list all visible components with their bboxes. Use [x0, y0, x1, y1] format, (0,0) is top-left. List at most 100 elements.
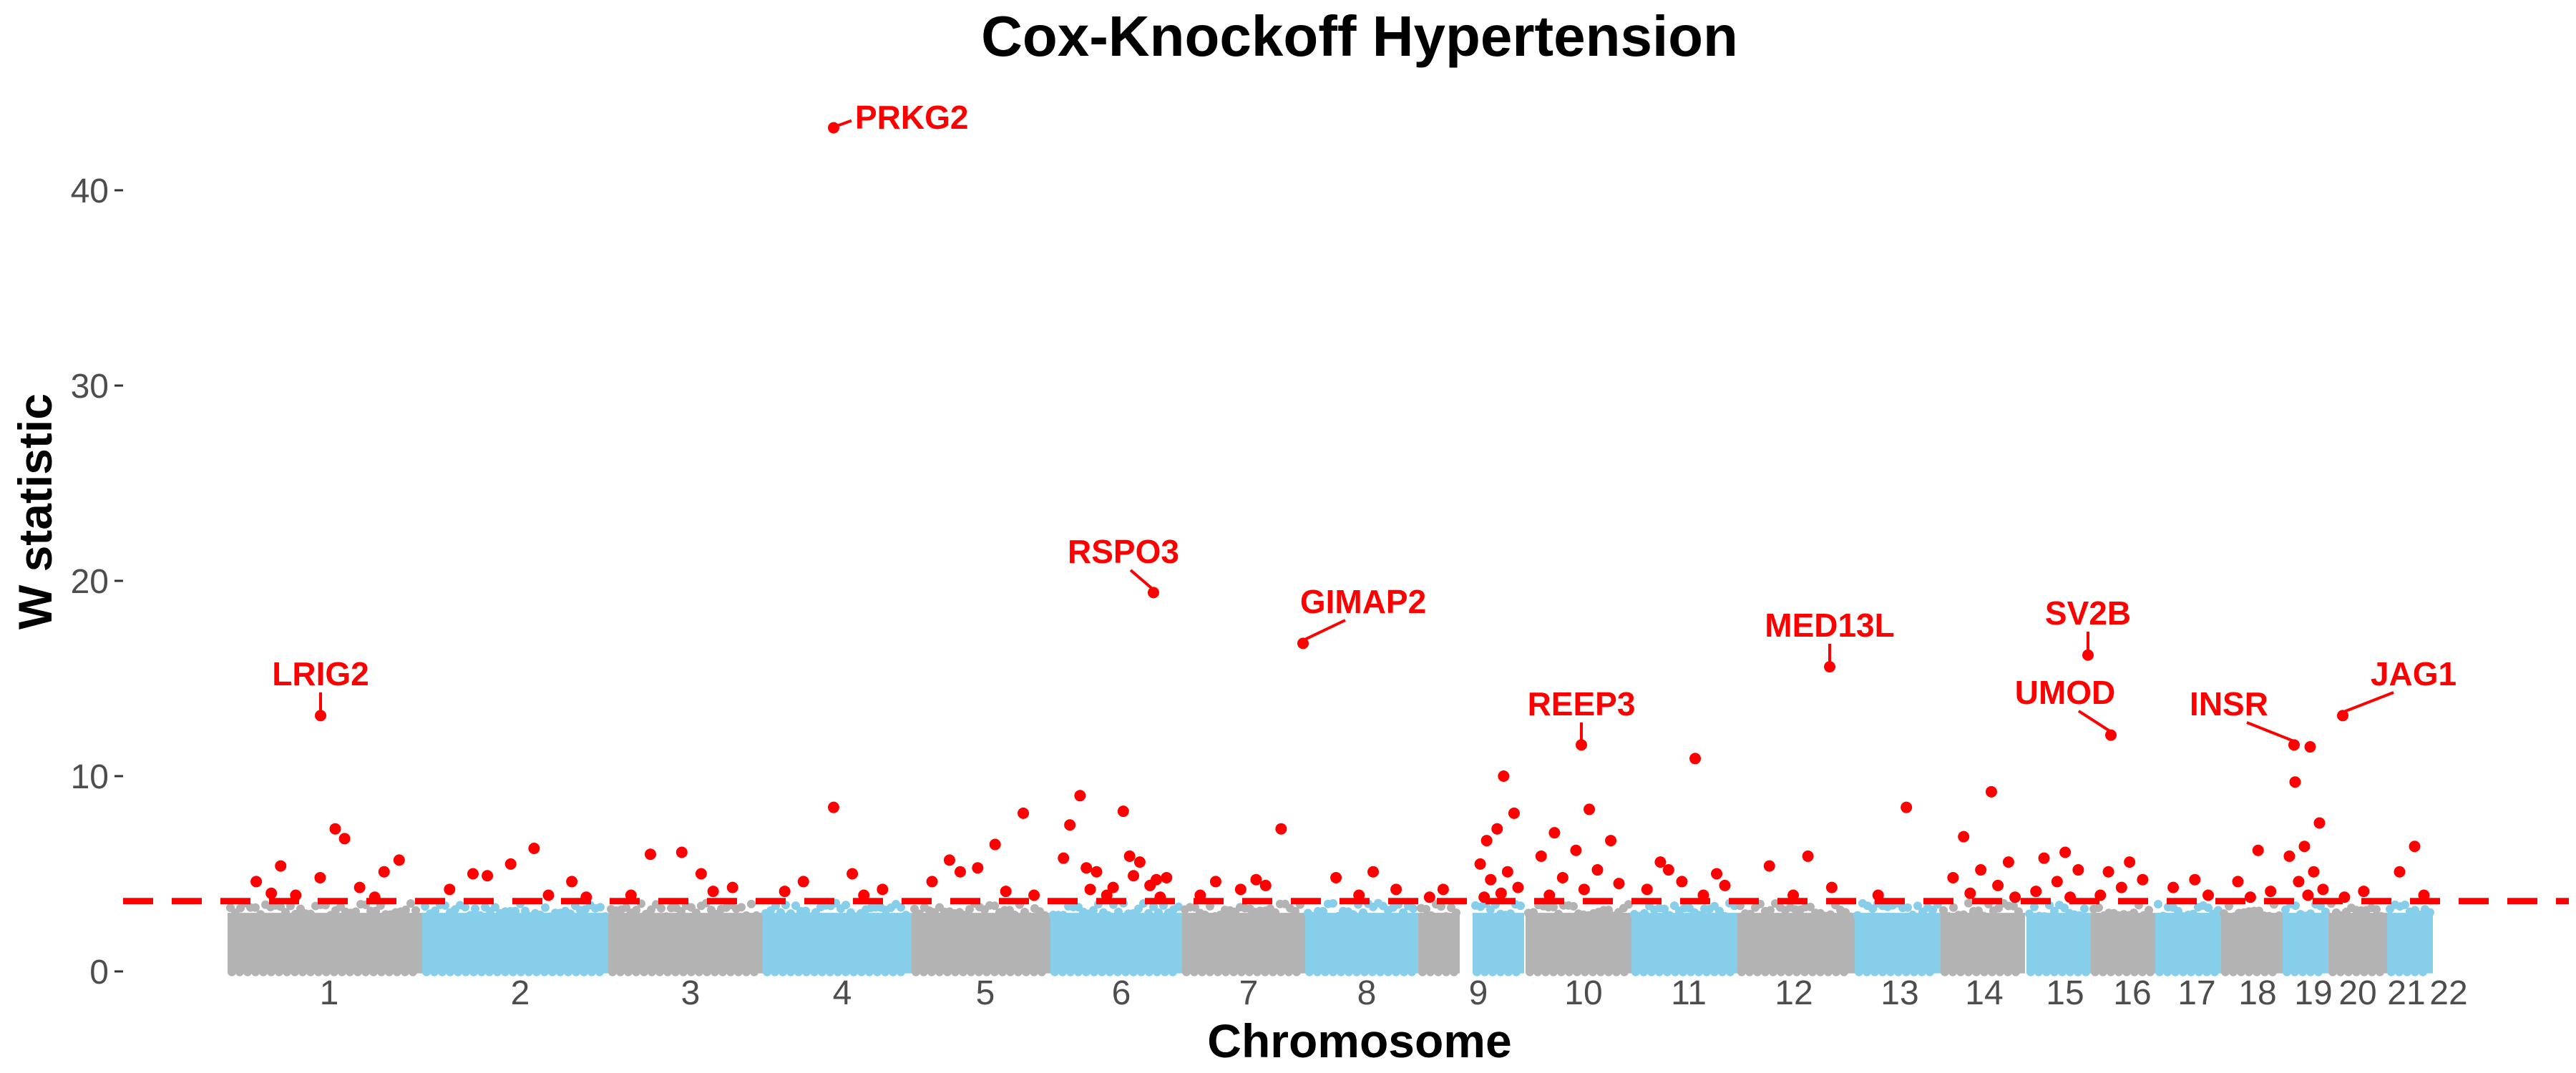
snp-point: [2080, 904, 2089, 913]
snp-point: [2009, 901, 2018, 911]
snp-point: [1442, 967, 1450, 976]
snp-point: [2352, 967, 2361, 976]
snp-point: [1059, 911, 1068, 920]
snp-point: [998, 967, 1007, 976]
snp-point: [1541, 967, 1550, 976]
band-body: [2221, 913, 2283, 974]
snp-point: [1926, 967, 1934, 976]
snp-point: [1988, 967, 1996, 976]
significant-point: [1437, 883, 1449, 896]
band-body: [1631, 913, 1737, 974]
snp-point: [548, 967, 557, 976]
snp-point: [943, 967, 952, 976]
snp-point: [1894, 967, 1903, 976]
snp-point: [1359, 908, 1367, 917]
snp-point: [385, 967, 394, 976]
y-tick-label: 0: [89, 954, 109, 991]
gene-annotation-rspo3: RSPO3: [1068, 533, 1179, 599]
snp-point: [1040, 911, 1049, 920]
significant-point: [1654, 856, 1667, 868]
snp-point: [1624, 900, 1633, 909]
band-body: [1855, 913, 1941, 974]
significant-point: [2302, 889, 2314, 901]
significant-point: [1613, 878, 1625, 890]
snp-point: [1612, 967, 1621, 976]
significant-point: [1591, 864, 1604, 876]
x-tick-label: 19: [2294, 974, 2332, 1012]
snp-point: [1908, 911, 1917, 920]
snp-point: [338, 967, 346, 976]
snp-point: [2268, 967, 2277, 976]
significant-point: [644, 848, 656, 861]
snp-point: [2229, 967, 2238, 976]
snp-point: [2114, 967, 2123, 976]
snp-point: [2074, 967, 2082, 976]
snp-point: [2372, 905, 2381, 914]
snp-point: [281, 908, 290, 917]
chromosome-band-8: [1304, 898, 1418, 976]
chromosome-band-18: [2154, 900, 2223, 976]
snp-point: [1427, 911, 1435, 920]
snp-point: [1554, 909, 1563, 918]
snp-point: [1769, 967, 1777, 976]
snp-point: [431, 906, 439, 916]
x-tick-label: 15: [2046, 974, 2084, 1012]
snp-point: [322, 967, 331, 976]
significant-point: [1605, 835, 1617, 847]
significant-point: [726, 881, 738, 893]
y-axis-title: W statistic: [9, 393, 62, 629]
snp-point: [1006, 967, 1015, 976]
significant-point: [1802, 850, 1814, 862]
snp-point: [841, 901, 850, 910]
snp-point: [1089, 906, 1098, 915]
x-tick-label: 22: [2429, 974, 2467, 1012]
snp-point: [259, 967, 268, 976]
chromosome-band-13: [1736, 898, 1855, 976]
x-tick-label: 18: [2238, 974, 2276, 1012]
snp-point: [371, 906, 380, 916]
significant-point: [1676, 876, 1688, 888]
gene-annotation-prkg2: PRKG2: [828, 99, 968, 136]
snp-point: [1392, 967, 1400, 976]
snp-point: [2298, 967, 2307, 976]
snp-point: [1074, 967, 1083, 976]
significant-point: [566, 876, 578, 888]
significant-point: [1074, 790, 1086, 802]
significant-point: [1064, 819, 1076, 831]
snp-point: [511, 906, 519, 916]
significant-point: [1570, 844, 1582, 856]
snp-point: [1437, 902, 1445, 911]
snp-point: [1329, 967, 1337, 976]
snp-point: [1941, 967, 1949, 976]
snp-point: [2189, 909, 2197, 918]
snp-point: [536, 911, 545, 920]
snp-point: [2360, 967, 2368, 976]
snp-point: [587, 967, 596, 976]
gene-label: SV2B: [2045, 594, 2131, 632]
snp-point: [377, 967, 386, 976]
snp-point: [915, 909, 924, 918]
snp-point: [564, 967, 572, 976]
snp-point: [1903, 903, 1912, 912]
snp-point: [671, 967, 680, 976]
chromosome-band-15: [1939, 898, 2025, 976]
snp-point: [1853, 911, 1862, 920]
snp-point: [1816, 967, 1825, 976]
snp-point: [624, 967, 633, 976]
band-body: [1941, 913, 2025, 974]
snp-point: [1104, 911, 1113, 920]
snp-point: [873, 967, 882, 976]
snp-point: [1529, 908, 1538, 917]
snp-point: [763, 967, 771, 976]
snp-point: [834, 967, 842, 976]
significant-point: [2265, 886, 2277, 898]
snp-point: [2419, 967, 2427, 976]
x-tick-label: 14: [1965, 974, 2003, 1012]
gene-point: [2337, 710, 2348, 722]
snp-point: [1245, 967, 1254, 976]
chromosome-band-19: [2220, 900, 2283, 976]
chromosome-band-22: [2386, 900, 2434, 976]
snp-point: [927, 967, 936, 976]
snp-point: [1082, 967, 1091, 976]
snp-point: [346, 967, 354, 976]
